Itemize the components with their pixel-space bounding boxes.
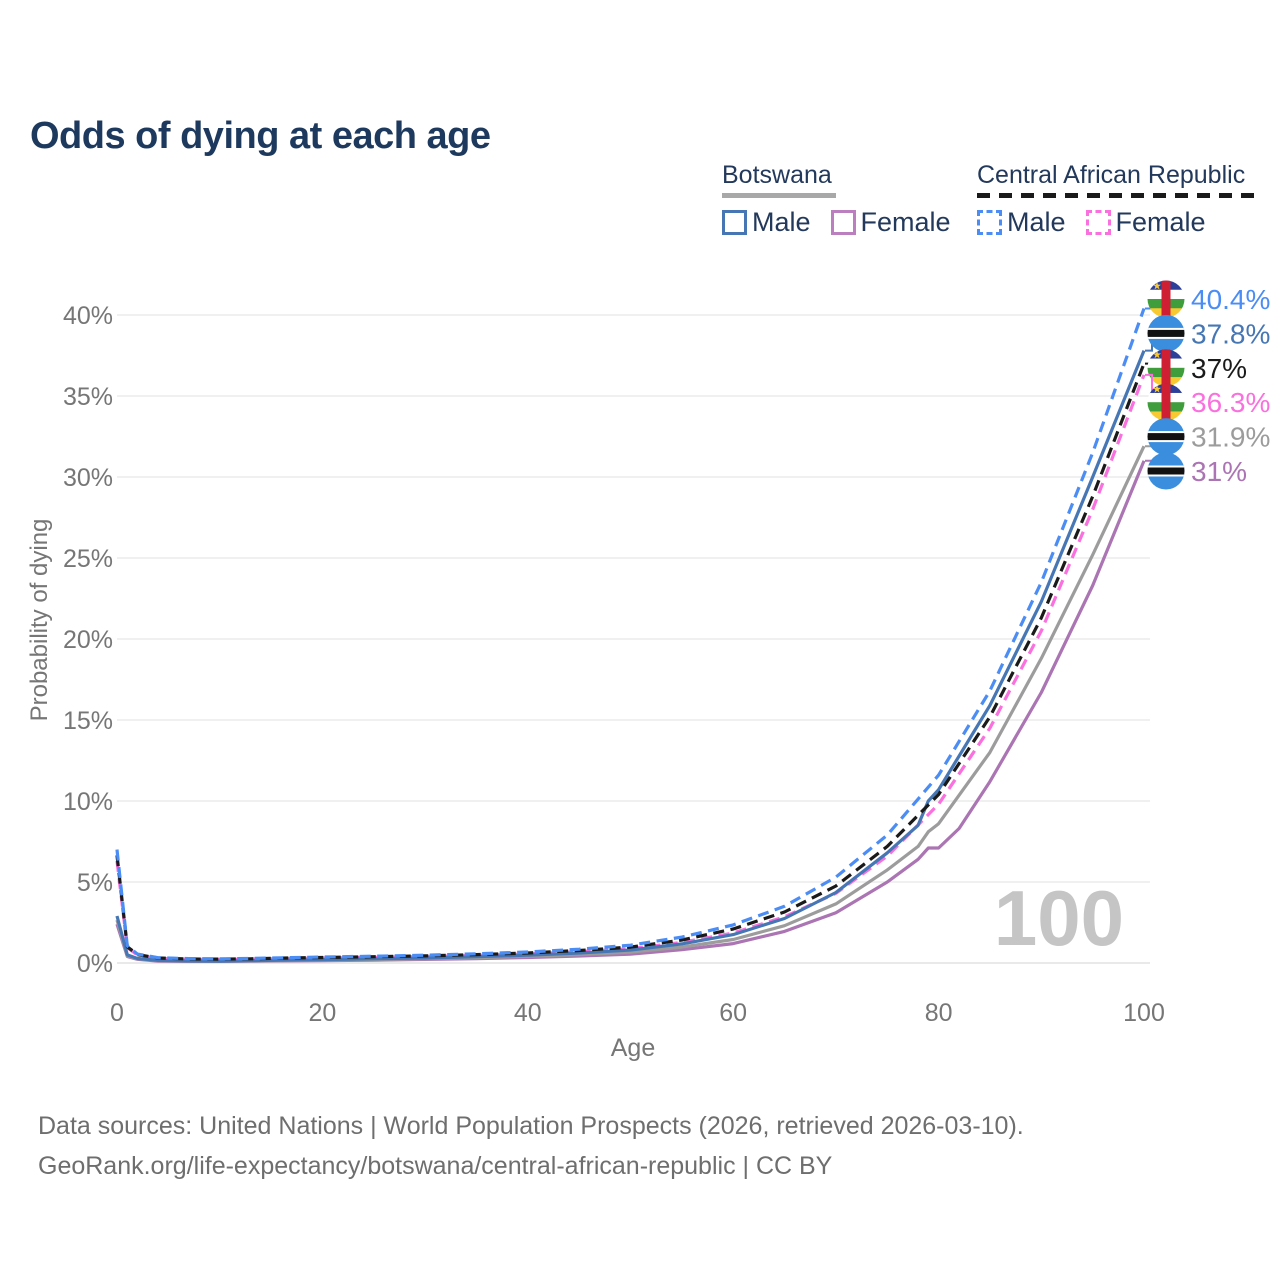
legend-item-botswana-male[interactable]: Male bbox=[722, 207, 811, 238]
y-tick-label: 30% bbox=[63, 464, 113, 492]
flag-stripe bbox=[1161, 383, 1171, 421]
legend-item-label: Female bbox=[860, 207, 951, 237]
y-tick-label: 0% bbox=[77, 950, 113, 978]
x-axis-title: Age bbox=[611, 1034, 655, 1062]
flag-star bbox=[1153, 385, 1161, 393]
flag-stripe bbox=[1161, 280, 1171, 318]
x-tick-label: 20 bbox=[308, 999, 336, 1027]
data-sources-text: Data sources: United Nations | World Pop… bbox=[38, 1112, 1024, 1140]
legend-item-car-male[interactable]: Male bbox=[977, 207, 1066, 238]
botswana-flag-icon bbox=[1147, 418, 1185, 456]
y-axis-title: Probability of dying bbox=[26, 519, 53, 722]
botswana-flag-icon bbox=[1147, 452, 1185, 490]
y-tick-label: 15% bbox=[63, 707, 113, 735]
legend-item-label: Male bbox=[752, 207, 811, 237]
x-tick-label: 0 bbox=[110, 999, 124, 1027]
end-value-label-cf-male: 40.4% bbox=[1191, 284, 1270, 315]
x-tick-label: 40 bbox=[514, 999, 542, 1027]
botswana-female-swatch-icon bbox=[830, 210, 856, 235]
flag-star bbox=[1153, 281, 1161, 290]
series-line-cf-male bbox=[115, 307, 1146, 961]
car-male-swatch-icon bbox=[977, 210, 1002, 235]
series-line-cf-female bbox=[115, 374, 1146, 961]
y-tick-label: 40% bbox=[63, 302, 113, 330]
legend-group-central-african-republic: Central African Republic Male Female bbox=[977, 161, 1254, 238]
car-female-swatch-icon bbox=[1085, 210, 1111, 235]
y-tick-label: 35% bbox=[63, 383, 113, 411]
legend-group-botswana: Botswana Male Female bbox=[722, 161, 951, 238]
series-line-bw-female bbox=[115, 460, 1146, 963]
legend-item-car-female[interactable]: Female bbox=[1085, 207, 1206, 238]
y-tick-label: 20% bbox=[63, 626, 113, 654]
end-value-label-bw-male: 37.8% bbox=[1191, 318, 1270, 349]
legend-country-central-african-republic[interactable]: Central African Republic bbox=[977, 161, 1246, 189]
age-counter-watermark: 100 bbox=[994, 874, 1124, 962]
end-value-label-cf-female: 36.3% bbox=[1191, 387, 1270, 418]
georank-attribution-link[interactable]: GeoRank.org/life-expectancy/botswana/cen… bbox=[38, 1152, 833, 1180]
central-african-republic-flag-icon bbox=[1147, 383, 1185, 421]
series-line-cf-both bbox=[115, 363, 1146, 961]
y-tick-label: 25% bbox=[63, 545, 113, 573]
end-value-label-bw-both: 31.9% bbox=[1191, 422, 1270, 453]
end-value-label-bw-female: 31% bbox=[1191, 456, 1247, 487]
central-african-republic-line-sample bbox=[977, 193, 1254, 198]
x-tick-label: 80 bbox=[925, 999, 953, 1027]
legend-item-label: Female bbox=[1115, 207, 1206, 237]
botswana-male-swatch-icon bbox=[722, 210, 747, 235]
flag-band bbox=[1147, 329, 1185, 337]
central-african-republic-flag-icon bbox=[1147, 349, 1185, 387]
flag-stripe bbox=[1161, 349, 1171, 387]
y-tick-label: 10% bbox=[63, 788, 113, 816]
botswana-flag-icon bbox=[1147, 314, 1185, 352]
flag-star bbox=[1153, 350, 1161, 359]
central-african-republic-flag-icon bbox=[1147, 280, 1185, 318]
flag-band bbox=[1147, 433, 1185, 441]
botswana-line-sample bbox=[722, 193, 836, 198]
legend-item-label: Male bbox=[1007, 207, 1066, 237]
flag-band bbox=[1147, 467, 1185, 475]
x-tick-label: 100 bbox=[1123, 999, 1165, 1027]
legend-country-botswana[interactable]: Botswana bbox=[722, 161, 832, 189]
series-line-bw-male bbox=[115, 349, 1146, 963]
x-tick-label: 60 bbox=[719, 999, 747, 1027]
y-tick-label: 5% bbox=[77, 869, 113, 897]
end-value-label-cf-both: 37% bbox=[1191, 353, 1247, 384]
legend-item-botswana-female[interactable]: Female bbox=[830, 207, 951, 238]
page-title: Odds of dying at each age bbox=[30, 115, 491, 158]
